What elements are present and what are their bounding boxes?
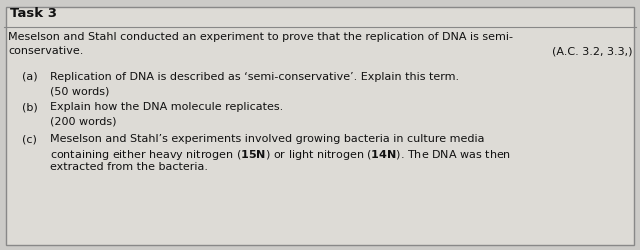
Text: extracted from the bacteria.: extracted from the bacteria.	[50, 161, 208, 171]
Text: (b): (b)	[22, 102, 38, 112]
Text: (50 words): (50 words)	[50, 86, 109, 96]
Text: Explain how the DNA molecule replicates.: Explain how the DNA molecule replicates.	[50, 102, 284, 112]
Text: Meselson and Stahl conducted an experiment to prove that the replication of DNA : Meselson and Stahl conducted an experime…	[8, 32, 513, 42]
Text: (A.C. 3.2, 3.3,): (A.C. 3.2, 3.3,)	[552, 46, 632, 56]
Text: containing either heavy nitrogen ($\bf{15N}$) or light nitrogen ($\bf{14N}$). Th: containing either heavy nitrogen ($\bf{1…	[50, 148, 511, 161]
Text: conservative.: conservative.	[8, 46, 83, 56]
Text: Task 3: Task 3	[10, 7, 57, 20]
Text: (a): (a)	[22, 72, 38, 82]
FancyBboxPatch shape	[6, 8, 634, 245]
Text: (c): (c)	[22, 134, 37, 143]
Text: Replication of DNA is described as ‘semi-conservative’. Explain this term.: Replication of DNA is described as ‘semi…	[50, 72, 459, 82]
Text: (200 words): (200 words)	[50, 116, 116, 126]
Text: Meselson and Stahl’s experiments involved growing bacteria in culture media: Meselson and Stahl’s experiments involve…	[50, 134, 484, 143]
